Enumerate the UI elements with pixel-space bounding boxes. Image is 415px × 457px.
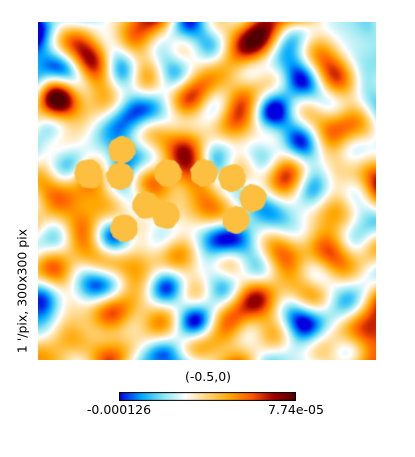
sky-map-image bbox=[38, 22, 376, 360]
resolution-label: 1 '/pix, 300x300 pix bbox=[14, 228, 30, 354]
colorbar bbox=[119, 392, 296, 401]
center-coordinate-label: (-0.5,0) bbox=[184, 369, 232, 384]
colorbar-min-label: -0.000126 bbox=[86, 402, 152, 417]
colorbar-max-label: 7.74e-05 bbox=[268, 402, 324, 417]
